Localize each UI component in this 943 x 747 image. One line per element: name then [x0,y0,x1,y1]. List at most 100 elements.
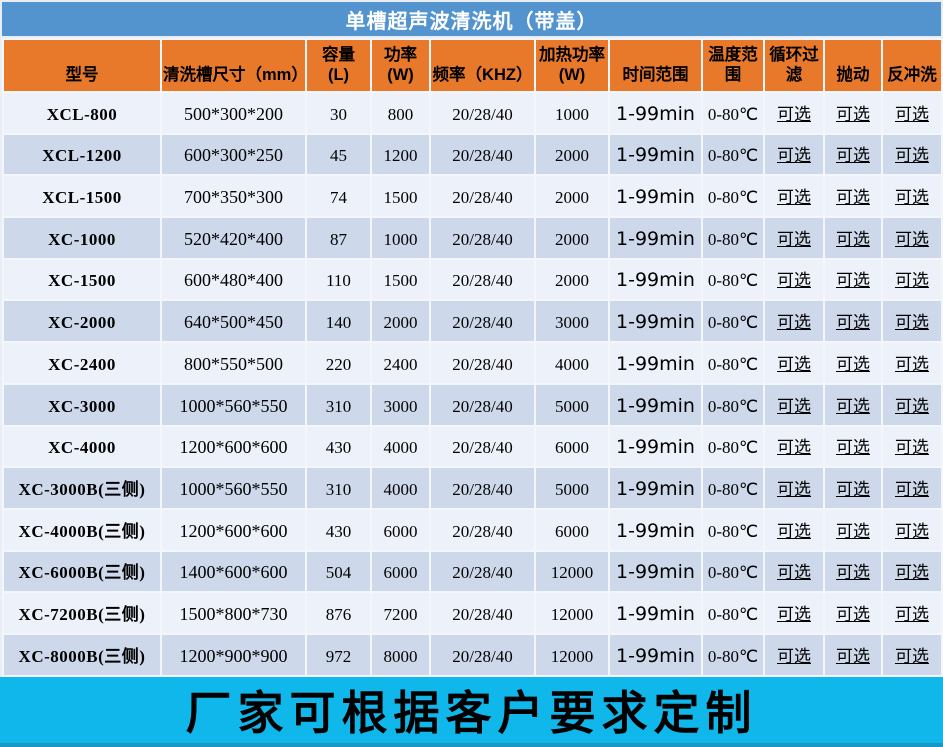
cell-size: 1400*600*600 [160,549,307,594]
cell-backwash: 可选 [881,549,943,594]
cell-heating_power: 2000 [534,174,610,219]
cell-heating_power: 12000 [534,591,610,635]
cell-agitation: 可选 [823,216,883,260]
cell-backwash: 可选 [881,257,943,302]
cell-backwash: 可选 [881,91,943,135]
cell-capacity: 430 [305,507,372,552]
cell-temp_range: 0-80℃ [701,591,765,635]
table-header-row: 型号 清洗槽尺寸（mm） 容量 (L) 功率 (W) 频率（KHZ） 加热功率 (W) 时间… [2,38,943,93]
cell-time_range: 1-99min [608,424,703,469]
column-header-agitation: 抛动 [823,38,883,93]
cell-agitation: 可选 [823,466,883,510]
table-row: XC-4000 1200*600*600 430 4000 20/28/40 6000 1-… [2,424,943,469]
column-header-filter: 循环过滤 [763,38,825,93]
cell-model: XCL-1200 [2,132,162,177]
cell-filter: 可选 [763,424,825,469]
table-row: XC-3000 1000*560*550 310 3000 20/28/40 5000 1-… [2,382,943,427]
cell-frequency: 20/28/40 [429,299,536,344]
cell-power: 6000 [370,507,431,552]
table-row: XCL-800 500*300*200 30 800 20/28/40 1000 1-99m… [2,91,943,135]
cell-power: 7200 [370,591,431,635]
table-row: XC-1000 520*420*400 87 1000 20/28/40 2000 1-99… [2,216,943,260]
cell-power: 800 [370,91,431,135]
cell-power: 4000 [370,424,431,469]
cell-capacity: 140 [305,299,372,344]
table-row: XCL-1200 600*300*250 45 1200 20/28/40 2000 1-9… [2,132,943,177]
cell-frequency: 20/28/40 [429,341,536,385]
cell-temp_range: 0-80℃ [701,174,765,219]
cell-temp_range: 0-80℃ [701,299,765,344]
table-row: XC-2000 640*500*450 140 2000 20/28/40 3000 1-9… [2,299,943,344]
cell-temp_range: 0-80℃ [701,632,765,677]
cell-filter: 可选 [763,257,825,302]
cell-backwash: 可选 [881,299,943,344]
cell-model: XCL-800 [2,91,162,135]
cell-size: 1200*900*900 [160,632,307,677]
cell-agitation: 可选 [823,257,883,302]
table-row: XC-4000B(三侧) 1200*600*600 430 6000 20/28/40 6… [2,507,943,552]
cell-model: XC-4000B(三侧) [2,507,162,552]
cell-agitation: 可选 [823,382,883,427]
cell-model: XC-3000B(三侧) [2,466,162,510]
cell-temp_range: 0-80℃ [701,382,765,427]
cell-time_range: 1-99min [608,632,703,677]
cell-time_range: 1-99min [608,216,703,260]
cell-capacity: 310 [305,382,372,427]
cell-heating_power: 2000 [534,132,610,177]
cell-capacity: 310 [305,466,372,510]
cell-heating_power: 2000 [534,216,610,260]
cell-model: XC-2000 [2,299,162,344]
cell-model: XC-1500 [2,257,162,302]
column-header-backwash: 反冲洗 [881,38,943,93]
cell-power: 2000 [370,299,431,344]
cell-heating_power: 6000 [534,424,610,469]
cell-frequency: 20/28/40 [429,132,536,177]
cell-agitation: 可选 [823,424,883,469]
cell-agitation: 可选 [823,632,883,677]
cell-heating_power: 12000 [534,632,610,677]
column-header-temp_range: 温度范围 [701,38,765,93]
cell-size: 1000*560*550 [160,466,307,510]
cell-capacity: 220 [305,341,372,385]
cell-agitation: 可选 [823,591,883,635]
title-bar: 单槽超声波清洗机（带盖） [2,2,941,36]
column-header-frequency: 频率（KHZ） [429,38,536,93]
cell-power: 1000 [370,216,431,260]
cell-capacity: 74 [305,174,372,219]
cell-temp_range: 0-80℃ [701,91,765,135]
cell-filter: 可选 [763,174,825,219]
cell-size: 500*300*200 [160,91,307,135]
cell-time_range: 1-99min [608,591,703,635]
cell-agitation: 可选 [823,341,883,385]
cell-temp_range: 0-80℃ [701,132,765,177]
cell-size: 1500*800*730 [160,591,307,635]
cell-power: 3000 [370,382,431,427]
cell-heating_power: 4000 [534,341,610,385]
cell-model: XC-1000 [2,216,162,260]
cell-frequency: 20/28/40 [429,91,536,135]
cell-model: XC-8000B(三侧) [2,632,162,677]
cell-backwash: 可选 [881,507,943,552]
cell-filter: 可选 [763,382,825,427]
cell-agitation: 可选 [823,132,883,177]
column-header-size: 清洗槽尺寸（mm） [160,38,308,93]
cell-model: XC-4000 [2,424,162,469]
cell-time_range: 1-99min [608,507,703,552]
column-header-heating_power: 加热功率 (W) [534,38,610,93]
cell-agitation: 可选 [823,91,883,135]
cell-power: 1200 [370,132,431,177]
cell-filter: 可选 [763,299,825,344]
cell-filter: 可选 [763,507,825,552]
cell-power: 1500 [370,174,431,219]
column-header-capacity: 容量 (L) [305,38,372,93]
cell-power: 1500 [370,257,431,302]
cell-agitation: 可选 [823,507,883,552]
cell-filter: 可选 [763,549,825,594]
cell-time_range: 1-99min [608,382,703,427]
column-header-model: 型号 [2,38,162,93]
cell-temp_range: 0-80℃ [701,549,765,594]
cell-frequency: 20/28/40 [429,424,536,469]
cell-power: 8000 [370,632,431,677]
cell-size: 700*350*300 [160,174,307,219]
